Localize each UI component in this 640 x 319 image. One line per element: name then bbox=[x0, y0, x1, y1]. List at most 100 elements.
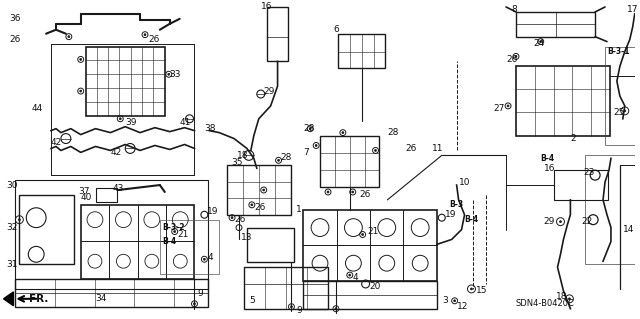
Bar bbox=[160, 220, 220, 274]
Circle shape bbox=[454, 300, 456, 302]
Text: 28: 28 bbox=[303, 124, 315, 133]
Circle shape bbox=[278, 159, 280, 161]
Text: 11: 11 bbox=[432, 144, 444, 153]
Text: 31: 31 bbox=[6, 260, 18, 269]
Text: 34: 34 bbox=[95, 294, 107, 303]
Text: 25: 25 bbox=[613, 108, 624, 117]
Text: 26: 26 bbox=[10, 35, 21, 44]
Polygon shape bbox=[4, 292, 13, 306]
Circle shape bbox=[362, 234, 364, 235]
Text: 35: 35 bbox=[231, 158, 243, 167]
Circle shape bbox=[193, 303, 195, 305]
Circle shape bbox=[119, 118, 121, 120]
Text: 18: 18 bbox=[237, 151, 248, 160]
Circle shape bbox=[515, 56, 517, 57]
Text: 29: 29 bbox=[544, 217, 555, 226]
Bar bbox=[338, 34, 385, 68]
Text: 44: 44 bbox=[31, 104, 42, 113]
Text: 13: 13 bbox=[241, 233, 252, 242]
Bar bbox=[15, 180, 209, 289]
Text: 32: 32 bbox=[6, 223, 18, 232]
Text: 30: 30 bbox=[6, 181, 18, 189]
Text: 40: 40 bbox=[81, 193, 92, 203]
Text: 17: 17 bbox=[627, 5, 638, 14]
Text: B-4: B-4 bbox=[162, 237, 176, 246]
Circle shape bbox=[568, 298, 570, 300]
Bar bbox=[244, 267, 328, 309]
Text: 42: 42 bbox=[110, 148, 122, 157]
Text: 2: 2 bbox=[570, 134, 576, 143]
Bar bbox=[95, 188, 117, 202]
Text: 5: 5 bbox=[249, 296, 255, 305]
Circle shape bbox=[144, 34, 146, 36]
Text: 38: 38 bbox=[204, 124, 216, 133]
Circle shape bbox=[349, 274, 351, 276]
Text: 22: 22 bbox=[581, 217, 593, 226]
Text: 21: 21 bbox=[367, 227, 379, 236]
Text: 4: 4 bbox=[353, 272, 358, 282]
Text: 20: 20 bbox=[369, 282, 381, 292]
Text: 12: 12 bbox=[456, 302, 468, 311]
Text: 26: 26 bbox=[360, 190, 371, 199]
Text: B-3-1: B-3-1 bbox=[607, 47, 630, 56]
Text: 16: 16 bbox=[260, 3, 272, 11]
Text: 1: 1 bbox=[296, 205, 302, 214]
Bar bbox=[15, 279, 209, 307]
Circle shape bbox=[173, 231, 175, 233]
Text: 39: 39 bbox=[125, 118, 137, 127]
Text: 26: 26 bbox=[234, 215, 245, 224]
Text: 26: 26 bbox=[506, 55, 518, 64]
Bar bbox=[554, 170, 608, 200]
Text: 9: 9 bbox=[296, 306, 302, 315]
Circle shape bbox=[204, 258, 205, 260]
Text: 26: 26 bbox=[405, 144, 417, 153]
Text: B-3: B-3 bbox=[450, 200, 464, 209]
Text: 28: 28 bbox=[387, 128, 399, 137]
Text: 27: 27 bbox=[493, 104, 504, 113]
Circle shape bbox=[315, 145, 317, 146]
Text: 9: 9 bbox=[198, 289, 203, 298]
Bar bbox=[605, 47, 640, 145]
Text: 26: 26 bbox=[255, 203, 266, 212]
Bar bbox=[516, 66, 610, 136]
Text: 43: 43 bbox=[113, 183, 124, 193]
Circle shape bbox=[624, 110, 626, 112]
Bar bbox=[19, 195, 74, 264]
Text: 14: 14 bbox=[623, 225, 634, 234]
Text: 19: 19 bbox=[445, 210, 456, 219]
Circle shape bbox=[263, 189, 265, 191]
Text: 41: 41 bbox=[180, 118, 191, 127]
Bar bbox=[267, 7, 289, 61]
Circle shape bbox=[540, 41, 541, 43]
Text: 29: 29 bbox=[264, 86, 275, 96]
Text: SDN4-B0420C: SDN4-B0420C bbox=[516, 299, 575, 308]
Text: 33: 33 bbox=[170, 70, 181, 79]
Circle shape bbox=[507, 105, 509, 107]
Circle shape bbox=[231, 217, 233, 219]
Bar bbox=[303, 281, 437, 309]
Text: 6: 6 bbox=[333, 25, 339, 34]
Circle shape bbox=[251, 204, 253, 206]
Text: 23: 23 bbox=[583, 168, 595, 177]
Text: 19: 19 bbox=[207, 207, 219, 216]
Circle shape bbox=[335, 308, 337, 310]
Text: 36: 36 bbox=[10, 14, 21, 23]
Bar bbox=[81, 205, 195, 279]
Text: 4: 4 bbox=[207, 253, 213, 262]
Bar bbox=[247, 227, 294, 262]
Circle shape bbox=[327, 191, 329, 193]
Circle shape bbox=[291, 306, 292, 308]
Bar bbox=[227, 165, 291, 215]
Circle shape bbox=[470, 288, 472, 290]
Circle shape bbox=[374, 149, 376, 152]
Text: 37: 37 bbox=[79, 188, 90, 197]
Bar bbox=[516, 12, 595, 37]
Circle shape bbox=[352, 191, 354, 193]
Circle shape bbox=[80, 58, 82, 60]
Circle shape bbox=[309, 128, 311, 130]
Text: 8: 8 bbox=[511, 5, 516, 14]
Text: B-3-2: B-3-2 bbox=[162, 223, 184, 232]
Bar bbox=[320, 136, 380, 187]
Bar bbox=[303, 210, 437, 281]
Text: 26: 26 bbox=[148, 35, 159, 44]
